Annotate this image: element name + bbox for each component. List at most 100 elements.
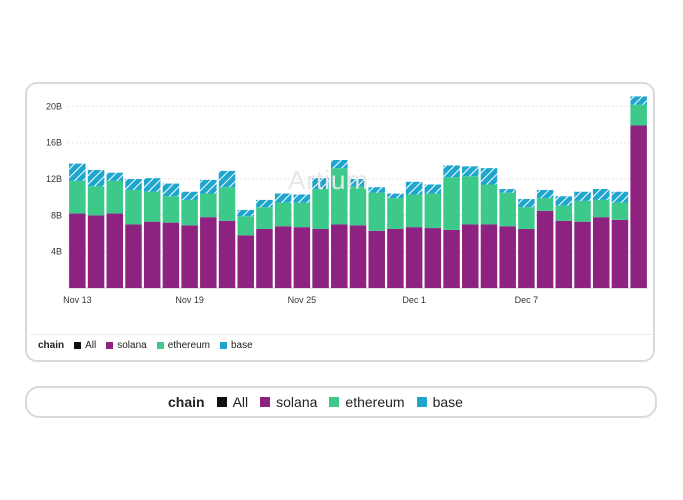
bar-solana[interactable] [200,217,217,288]
bar-solana[interactable] [274,226,292,288]
bar-base[interactable] [256,199,273,208]
legend-item-base[interactable]: base [416,394,463,410]
bar-solana[interactable] [256,228,273,288]
bar-ethereum[interactable] [293,202,311,228]
bar-base[interactable] [462,166,479,177]
bar-ethereum[interactable] [312,189,329,229]
bar-ethereum[interactable] [368,192,385,231]
legend-item-all[interactable]: All [216,394,248,410]
bar-solana[interactable] [480,224,498,288]
legend-item-solana[interactable]: solana [106,340,147,351]
bar-solana[interactable] [162,222,180,288]
bar-ethereum[interactable] [181,199,198,226]
bar-base[interactable] [555,196,573,206]
bar-solana[interactable] [592,217,610,288]
bar-solana[interactable] [574,221,591,288]
bar-ethereum[interactable] [424,193,442,229]
bar-base[interactable] [387,193,404,199]
legend-item-ethereum[interactable]: ethereum [156,340,210,351]
bar-ethereum[interactable] [200,193,217,218]
bar-ethereum[interactable] [536,198,554,211]
bar-base[interactable] [443,165,460,178]
bar-solana[interactable] [405,227,423,288]
bar-base[interactable] [574,191,591,201]
bar-solana[interactable] [331,224,348,288]
bar-base[interactable] [312,178,329,190]
bar-ethereum[interactable] [125,189,142,225]
bar-solana[interactable] [312,228,329,288]
bar-base[interactable] [630,96,647,105]
bar-ethereum[interactable] [518,207,535,229]
bar-base[interactable] [349,179,367,187]
bar-base[interactable] [368,187,385,193]
legend-item-ethereum[interactable]: ethereum [329,394,405,410]
bar-solana[interactable] [387,228,404,288]
bar-solana[interactable] [106,213,124,288]
bar-base[interactable] [106,172,124,181]
bar-ethereum[interactable] [106,180,124,214]
bar-solana[interactable] [536,210,554,288]
bar-ethereum[interactable] [462,176,479,225]
bar-solana[interactable] [443,229,460,288]
bar-ethereum[interactable] [274,202,292,227]
bar-ethereum[interactable] [143,191,161,222]
bar-base[interactable] [181,191,198,200]
bar-solana[interactable] [499,226,516,288]
bar-base[interactable] [592,189,610,200]
bar-ethereum[interactable] [574,200,591,222]
bar-ethereum[interactable] [218,187,236,221]
bar-ethereum[interactable] [331,168,348,225]
bar-solana[interactable] [518,228,535,288]
bar-base[interactable] [518,199,535,208]
bar-base[interactable] [143,178,161,192]
bar-base[interactable] [611,191,629,203]
bar-solana[interactable] [555,220,573,288]
bar-ethereum[interactable] [237,216,254,236]
bar-solana[interactable] [611,219,629,288]
bar-ethereum[interactable] [87,186,105,216]
bar-base[interactable] [69,163,86,181]
bar-ethereum[interactable] [630,104,647,126]
bar-base[interactable] [331,159,348,169]
bar-base[interactable] [200,179,217,194]
bar-solana[interactable] [293,227,311,288]
bar-solana[interactable] [424,228,442,288]
bar-base[interactable] [405,181,423,195]
bar-base[interactable] [125,179,142,190]
legend-item-base[interactable]: base [219,340,253,351]
bar-solana[interactable] [143,221,161,288]
bar-solana[interactable] [630,125,647,288]
bar-solana[interactable] [349,225,367,288]
bar-ethereum[interactable] [555,205,573,221]
bar-solana[interactable] [87,215,105,288]
bar-solana[interactable] [368,230,385,288]
bar-base[interactable] [293,194,311,203]
bar-base[interactable] [162,183,180,197]
bar-ethereum[interactable] [349,186,367,226]
bar-ethereum[interactable] [387,198,404,229]
bar-ethereum[interactable] [443,177,460,230]
bar-base[interactable] [536,189,554,199]
bar-base[interactable] [424,184,442,194]
legend-item-solana[interactable]: solana [260,394,317,410]
bar-ethereum[interactable] [499,192,516,227]
bar-ethereum[interactable] [256,207,273,229]
bar-base[interactable] [237,209,254,217]
bar-solana[interactable] [125,224,142,288]
bar-solana[interactable] [237,235,254,288]
legend-item-all[interactable]: All [74,340,96,351]
bar-ethereum[interactable] [69,180,86,214]
bar-ethereum[interactable] [480,184,498,225]
bar-ethereum[interactable] [611,202,629,220]
bar-ethereum[interactable] [162,196,180,223]
bar-ethereum[interactable] [405,194,423,228]
bar-base[interactable] [87,169,105,187]
bar-base[interactable] [480,168,498,185]
bar-base[interactable] [274,193,292,203]
bar-solana[interactable] [218,220,236,288]
bar-solana[interactable] [462,224,479,288]
bar-solana[interactable] [181,225,198,288]
bar-solana[interactable] [69,213,86,288]
bar-base[interactable] [218,170,236,188]
bar-base[interactable] [499,189,516,193]
